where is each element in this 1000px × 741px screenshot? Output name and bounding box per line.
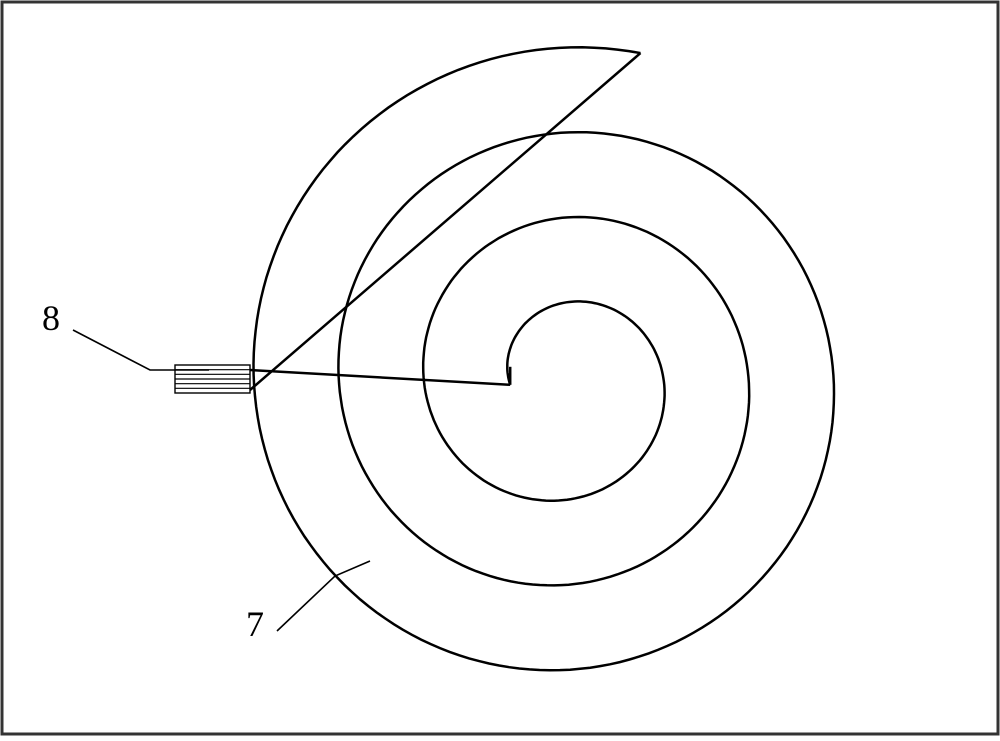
diagram-container: 8 7 bbox=[0, 0, 1000, 736]
reference-label-7: 7 bbox=[246, 603, 264, 645]
reference-label-8: 8 bbox=[42, 297, 60, 339]
spiral-coil-diagram bbox=[0, 0, 1000, 736]
